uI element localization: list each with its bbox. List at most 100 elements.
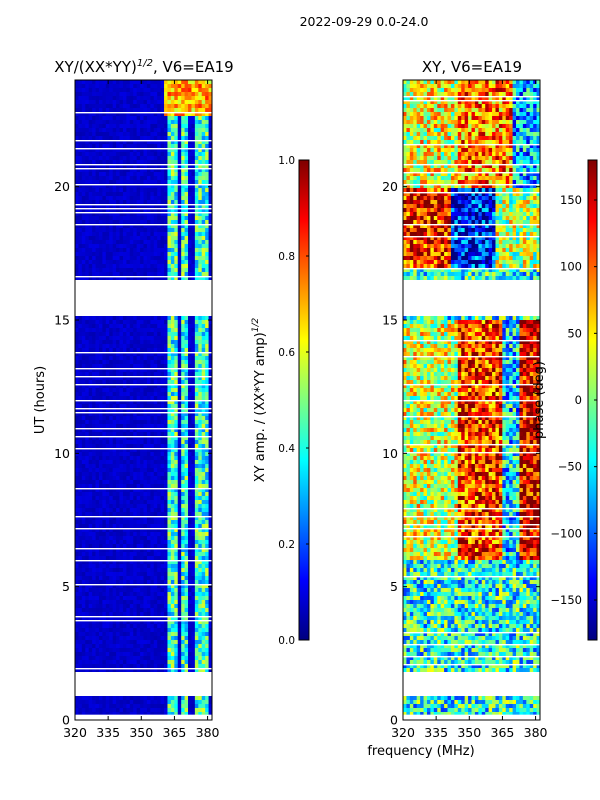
heatmap-cell (164, 100, 168, 105)
heatmap-cell (85, 112, 90, 117)
heatmap-cell (75, 356, 79, 361)
heatmap-cell (208, 392, 212, 397)
heatmap-cell (105, 396, 110, 401)
heatmap-cell (177, 140, 182, 145)
heatmap-cell (78, 452, 83, 457)
heatmap-cell (164, 504, 168, 509)
heatmap-cell (170, 448, 175, 453)
heatmap-cell (85, 596, 90, 601)
heatmap-cell (88, 368, 93, 373)
heatmap-cell (191, 464, 196, 469)
heatmap-cell (201, 136, 206, 141)
heatmap-cell (88, 112, 93, 117)
heatmap-cell (174, 440, 179, 445)
heatmap-cell (177, 244, 182, 249)
heatmap-cell (133, 276, 138, 281)
heatmap-cell (112, 440, 117, 445)
heatmap-cell (177, 588, 182, 593)
heatmap-cell (184, 560, 189, 565)
heatmap-cell (150, 140, 155, 145)
heatmap-cell (153, 252, 158, 257)
heatmap-cell (129, 172, 134, 177)
heatmap-cell (160, 80, 165, 85)
heatmap-cell (198, 564, 203, 569)
heatmap-cell (150, 320, 155, 325)
heatmap-cell (188, 348, 192, 353)
heatmap-cell (153, 432, 158, 437)
heatmap-cell (112, 604, 117, 609)
heatmap-cell (88, 504, 93, 509)
heatmap-cell (167, 440, 172, 445)
heatmap-cell (129, 412, 134, 417)
heatmap-cell (98, 568, 103, 573)
heatmap-cell (140, 244, 144, 249)
heatmap-cell (116, 576, 120, 581)
heatmap-cell (109, 152, 114, 157)
heatmap-cell (98, 244, 103, 249)
heatmap-cell (208, 248, 212, 253)
heatmap-cell (81, 324, 86, 329)
heatmap-cell (81, 204, 86, 209)
heatmap-cell (164, 408, 168, 413)
heatmap-cell (191, 448, 196, 453)
heatmap-cell (85, 372, 90, 377)
heatmap-cell (95, 100, 100, 105)
heatmap-cell (205, 128, 209, 133)
heatmap-cell (150, 128, 155, 133)
heatmap-cell (133, 232, 138, 237)
heatmap-cell (150, 608, 155, 613)
heatmap-cell (105, 136, 110, 141)
heatmap-cell (160, 564, 165, 569)
heatmap-cell (119, 532, 124, 537)
heatmap-cell (112, 120, 117, 125)
heatmap-cell (126, 140, 131, 145)
heatmap-cell (92, 164, 96, 169)
heatmap-cell (198, 132, 203, 137)
heatmap-cell (153, 368, 158, 373)
heatmap-cell (85, 552, 90, 557)
heatmap-cell (160, 460, 165, 465)
heatmap-cell (78, 428, 83, 433)
heatmap-cell (105, 228, 110, 233)
heatmap-cell (146, 600, 151, 605)
heatmap-cell (146, 564, 151, 569)
heatmap-cell (143, 228, 148, 233)
heatmap-cell (164, 432, 168, 437)
heatmap-cell (119, 584, 124, 589)
heatmap-cell (78, 332, 83, 337)
heatmap-cell (174, 316, 179, 321)
heatmap-cell (119, 164, 124, 169)
heatmap-cell (122, 248, 127, 253)
heatmap-cell (205, 132, 209, 137)
heatmap-cell (201, 404, 206, 409)
heatmap-cell (133, 400, 138, 405)
heatmap-cell (75, 236, 79, 241)
heatmap-cell (177, 264, 182, 269)
heatmap-cell (167, 244, 172, 249)
heatmap-cell (201, 184, 206, 189)
heatmap-cell (116, 416, 120, 421)
heatmap-cell (167, 468, 172, 473)
heatmap-cell (164, 272, 168, 277)
heatmap-cell (85, 472, 90, 477)
heatmap-cell (102, 128, 107, 133)
heatmap-cell (194, 512, 199, 517)
heatmap-cell (181, 236, 185, 241)
heatmap-cell (201, 472, 206, 477)
heatmap-cell (184, 240, 189, 245)
heatmap-cell (143, 112, 148, 117)
heatmap-cell (194, 224, 199, 229)
heatmap-cell (119, 512, 124, 517)
heatmap-cell (136, 244, 141, 249)
heatmap-cell (81, 84, 86, 89)
heatmap-cell (78, 568, 83, 573)
heatmap-cell (88, 360, 93, 365)
heatmap-cell (191, 168, 196, 173)
heatmap-cell (205, 332, 209, 337)
heatmap-cell (191, 404, 196, 409)
heatmap-cell (143, 132, 148, 137)
heatmap-cell (102, 332, 107, 337)
heatmap-cell (75, 344, 79, 349)
heatmap-cell (157, 540, 162, 545)
heatmap-cell (181, 472, 185, 477)
